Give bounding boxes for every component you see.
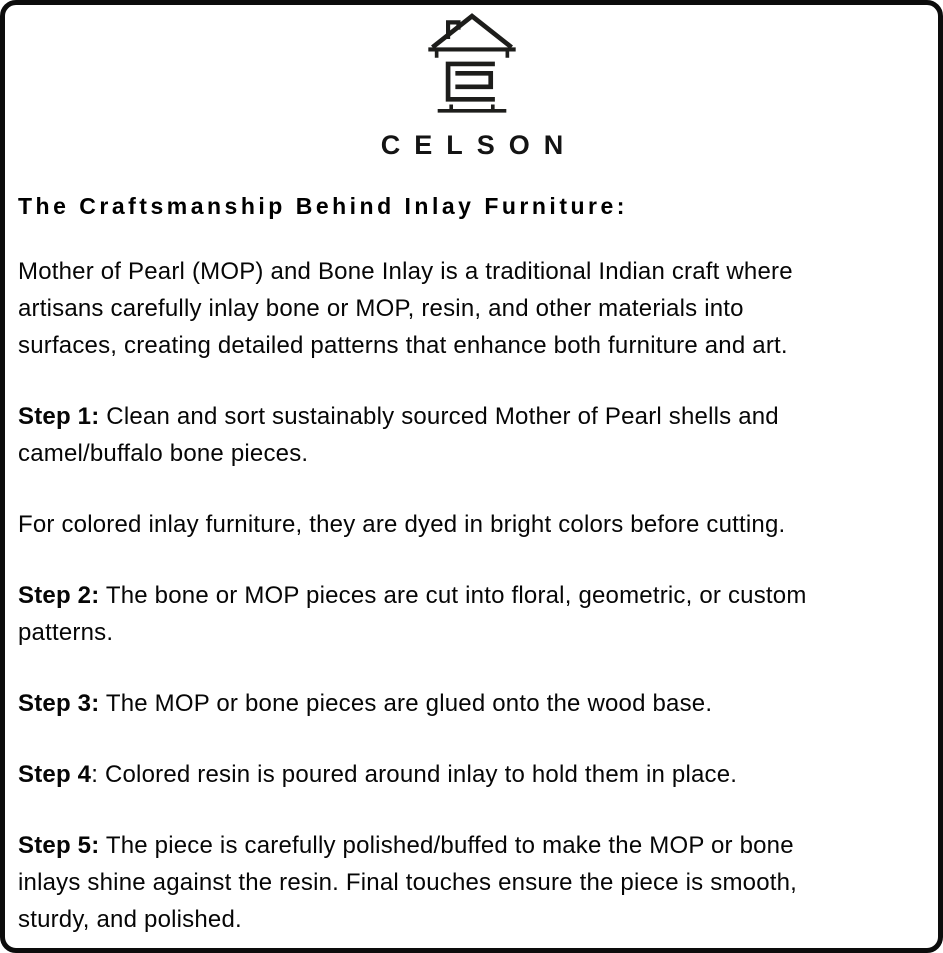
- step-paragraph: Step 4: Colored resin is poured around i…: [18, 761, 738, 788]
- step-paragraph: Step 1: Clean and sort sustainably sourc…: [18, 403, 779, 467]
- page-title: The Craftsmanship Behind Inlay Furniture…: [18, 193, 628, 219]
- house-logo-icon: [428, 13, 516, 113]
- step-label: Step 1:: [18, 403, 100, 430]
- step-label: Step 2:: [18, 582, 100, 609]
- body-text: Mother of Pearl (MOP) and Bone Inlay is …: [18, 253, 926, 938]
- step-label: Step 3:: [18, 690, 100, 717]
- step-paragraph: Step 5: The piece is carefully polished/…: [18, 832, 798, 933]
- step-paragraph: Step 2: The bone or MOP pieces are cut i…: [18, 582, 807, 646]
- brand-name: CELSON: [380, 130, 578, 160]
- step-label: Step 4: [18, 761, 92, 788]
- step-paragraph: Step 3: The MOP or bone pieces are glued…: [18, 690, 713, 717]
- paragraph: Mother of Pearl (MOP) and Bone Inlay is …: [18, 258, 793, 359]
- brand-logo: [18, 13, 926, 117]
- paragraph: For colored inlay furniture, they are dy…: [18, 511, 786, 538]
- step-label: Step 5:: [18, 832, 100, 859]
